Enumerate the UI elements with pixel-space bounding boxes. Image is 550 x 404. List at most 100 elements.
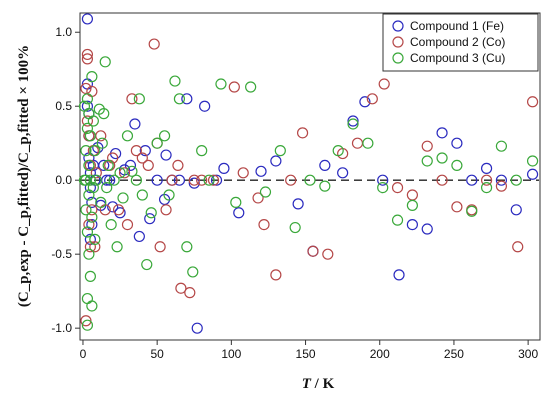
data-point-series-1 (233, 207, 245, 219)
x-tick-label: 300 (518, 347, 538, 361)
data-point-series-2 (296, 127, 309, 139)
data-point-series-1 (319, 159, 331, 172)
data-point-series-3 (347, 118, 359, 130)
x-axis-title-italic: T (302, 376, 312, 392)
data-point-series-3 (89, 145, 101, 157)
data-point-series-1 (218, 162, 230, 174)
legend-marker-3 (392, 52, 404, 64)
data-point-series-3 (391, 214, 404, 226)
data-point-series-3 (114, 167, 126, 179)
data-point-series-3 (86, 300, 98, 312)
data-point-series-3 (259, 186, 272, 198)
data-point-series-3 (84, 130, 96, 142)
data-point-series-3 (510, 174, 522, 186)
y-tick-label: 0.5 (55, 99, 72, 113)
data-point-series-1 (393, 269, 405, 281)
data-point-series-1 (451, 137, 463, 149)
data-point-series-1 (495, 174, 508, 186)
legend-marker-2 (392, 36, 404, 48)
data-point-series-1 (421, 223, 433, 235)
data-point-series-1 (480, 162, 493, 174)
data-point-series-2 (86, 204, 98, 216)
x-tick-label: 100 (221, 347, 241, 361)
data-point-series-3 (86, 211, 98, 223)
data-point-series-1 (526, 168, 539, 180)
data-point-series-2 (89, 241, 101, 253)
data-point-series-2 (172, 159, 184, 172)
data-point-series-1 (210, 174, 223, 186)
data-point-series-2 (130, 145, 142, 157)
data-point-series-1 (151, 174, 163, 186)
legend-label-2: Compound 2 (Co) (410, 35, 505, 49)
data-point-series-2 (121, 218, 134, 231)
svg-text:T / K: T / K (302, 376, 335, 392)
data-point-series-3 (406, 199, 418, 211)
data-point-series-3 (230, 196, 242, 208)
data-point-series-2 (160, 204, 172, 216)
data-point-series-3 (304, 174, 316, 186)
data-point-series-3 (245, 81, 257, 93)
x-tick-label: 150 (296, 347, 316, 361)
data-point-series-1 (270, 155, 282, 167)
data-point-series-2 (480, 174, 493, 186)
data-point-series-1 (81, 13, 94, 25)
data-point-series-3 (377, 181, 389, 194)
data-point-series-2 (90, 167, 102, 179)
data-point-series-3 (81, 122, 94, 135)
data-point-series-1 (98, 159, 110, 172)
data-point-series-3 (158, 130, 171, 142)
data-point-series-3 (526, 155, 539, 167)
data-point-series-2 (196, 174, 208, 186)
data-point-series-3 (83, 248, 95, 260)
data-point-series-1 (255, 165, 267, 177)
data-point-series-3 (105, 218, 117, 231)
data-point-series-3 (81, 226, 94, 238)
data-point-series-3 (181, 241, 193, 253)
data-point-series-3 (169, 75, 181, 87)
data-point-series-3 (215, 78, 227, 90)
y-tick-label: 0.0 (55, 173, 72, 187)
data-point-series-1 (188, 177, 200, 189)
data-point-series-1 (124, 159, 137, 172)
data-point-series-2 (252, 192, 264, 204)
y-tick-label: 1.0 (55, 25, 72, 39)
data-point-series-3 (145, 207, 157, 219)
legend-marker-1 (392, 20, 404, 32)
data-point-series-3 (101, 181, 113, 194)
plot-frame (79, 12, 541, 341)
data-point-series-3 (130, 174, 142, 186)
data-point-series-3 (421, 155, 433, 167)
data-point-series-3 (141, 258, 153, 271)
data-point-series-2 (83, 218, 95, 231)
x-tick-label: 0 (80, 347, 87, 361)
y-axis-title: (C_p,exp - C_p,fitted)/C_p,fitted × 100% (16, 45, 32, 307)
data-point-series-3 (187, 266, 199, 278)
data-point-series-1 (133, 230, 145, 243)
data-point-series-2 (148, 38, 160, 50)
data-point-series-1 (347, 115, 359, 127)
data-point-series-3 (84, 174, 96, 186)
data-point-series-2 (95, 130, 107, 142)
legend-label-1: Compound 1 (Fe) (410, 19, 504, 33)
data-point-series-1 (173, 174, 186, 186)
data-point-series-2 (391, 181, 404, 194)
data-point-series-3 (289, 221, 301, 234)
data-point-series-1 (377, 174, 389, 186)
x-axis-title: T / K (302, 376, 335, 392)
data-point-series-3 (163, 189, 175, 201)
data-point-series-3 (89, 233, 101, 245)
data-point-series-2 (112, 204, 125, 216)
data-point-series-1 (181, 93, 193, 105)
data-point-series-2 (81, 115, 94, 127)
data-point-series-2 (406, 189, 418, 201)
y-tick-label: -1.0 (51, 321, 72, 335)
data-point-series-3 (98, 108, 110, 120)
legend: Compound 1 (Fe) Compound 2 (Co) Compound 3… (382, 13, 539, 72)
data-point-series-2 (80, 315, 92, 327)
data-point-series-2 (126, 93, 138, 105)
y-axis-title-text: (C_p,exp - C_p,fitted)/C_p,fitted × 100% (16, 45, 32, 307)
data-point-series-1 (510, 204, 522, 216)
data-point-series-2 (118, 167, 131, 179)
data-point-series-2 (258, 218, 270, 231)
data-point-series-3 (90, 174, 102, 186)
